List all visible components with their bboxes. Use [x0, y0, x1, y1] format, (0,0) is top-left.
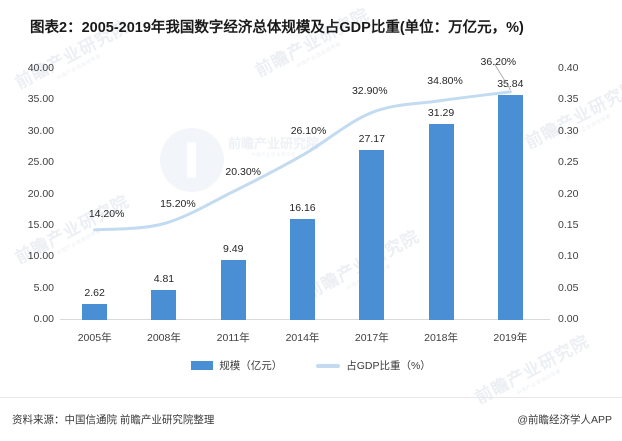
- y-axis-left-tick: 35.00: [27, 93, 54, 106]
- footer: 资料来源：中国信通院 前瞻产业研究院整理 @前瞻经济学人APP: [0, 398, 622, 441]
- bar-value-label: 35.84: [497, 78, 524, 91]
- bar-value-label: 16.16: [289, 201, 316, 214]
- legend-item-scale[interactable]: 规模（亿元）: [191, 358, 282, 373]
- legend-line-swatch-icon: [316, 363, 341, 368]
- y-axis-left-tick: 25.00: [27, 156, 54, 169]
- y-axis-right: 0.00 0.05 0.10 0.15 0.20 0.25 0.30 0.35 0.40: [558, 0, 598, 441]
- x-axis-tick-label: 2008年: [146, 332, 181, 344]
- y-axis-right-tick: 0.40: [558, 62, 579, 74]
- line-path-gdp-share: [93, 90, 512, 232]
- y-axis-left-tick: 15.00: [27, 218, 54, 231]
- footer-brand-text: @前瞻经济学人APP: [517, 414, 612, 426]
- page-title: 图表2：2005-2019年我国数字经济总体规模及占GDP比重(单位：万亿元，%…: [30, 20, 524, 36]
- bar-value-label: 4.81: [153, 272, 175, 285]
- legend-bar-swatch-icon: [191, 361, 214, 370]
- y-axis-left-tick: 10.00: [27, 250, 54, 263]
- bar-series-scale[interactable]: [290, 218, 315, 320]
- x-axis-tick-label: 2005年: [77, 332, 112, 344]
- y-axis-left-tick: 20.00: [27, 187, 54, 200]
- line-value-label: 34.80%: [427, 74, 463, 87]
- line-value-label: 14.20%: [88, 207, 125, 220]
- bar-series-scale[interactable]: [359, 149, 385, 320]
- bar-series-scale[interactable]: [497, 95, 523, 320]
- line-series-gdp-share: [93, 90, 512, 232]
- footer-divider: [0, 397, 622, 398]
- bar-value-label: 9.49: [222, 243, 244, 256]
- y-axis-left-tick: 0.00: [33, 313, 54, 325]
- legend-label-gdp-share: 占GDP比重（%）: [346, 360, 431, 372]
- y-axis-right-tick: 0.25: [558, 156, 579, 169]
- plot-area: [60, 68, 545, 320]
- y-axis-right-tick: 0.20: [558, 187, 579, 200]
- y-axis-left: 0.00 5.00 10.00 15.00 20.00 25.00 30.00 35.00 40…: [8, 0, 54, 441]
- line-value-label: 36.20%: [480, 55, 517, 68]
- x-axis-tick-label: 2018年: [424, 332, 458, 344]
- y-axis-right-tick: 0.05: [558, 281, 579, 294]
- x-axis-tick-label: 2011年: [216, 332, 250, 344]
- y-axis-left-tick: 30.00: [27, 124, 54, 137]
- y-axis-right-tick: 0.30: [558, 124, 579, 137]
- line-value-label: 20.30%: [225, 165, 262, 178]
- line-value-label: 26.10%: [290, 125, 327, 138]
- chart-legend: 规模（亿元） 占GDP比重（%）: [0, 358, 622, 373]
- x-axis-tick-label: 2014年: [285, 332, 320, 344]
- y-axis-left-tick: 40.00: [27, 62, 54, 74]
- legend-item-gdp-share[interactable]: 占GDP比重（%）: [316, 358, 431, 373]
- bar-series-scale[interactable]: [220, 260, 246, 320]
- y-axis-right-tick: 0.15: [558, 218, 579, 231]
- bar-value-label: 2.62: [84, 286, 105, 299]
- bar-series-scale[interactable]: [82, 303, 108, 320]
- bar-value-label: 27.17: [358, 132, 385, 145]
- y-axis-right-tick: 0.00: [558, 313, 579, 325]
- x-axis-tick-label: 2017年: [354, 332, 389, 344]
- legend-label-scale: 规模（亿元）: [219, 360, 283, 372]
- bar-series-scale[interactable]: [428, 123, 454, 320]
- y-axis-left-tick: 5.00: [33, 281, 54, 294]
- bar-series-scale[interactable]: [151, 289, 177, 320]
- x-axis-tick-label: 2019年: [493, 332, 528, 344]
- bar-value-label: 31.29: [427, 106, 455, 119]
- y-axis-right-tick: 0.35: [558, 93, 579, 106]
- footer-source-text: 资料来源：中国信通院 前瞻产业研究院整理: [12, 414, 215, 426]
- line-value-label: 15.20%: [160, 197, 196, 210]
- y-axis-right-tick: 0.10: [558, 250, 579, 263]
- line-value-label: 32.90%: [351, 84, 388, 97]
